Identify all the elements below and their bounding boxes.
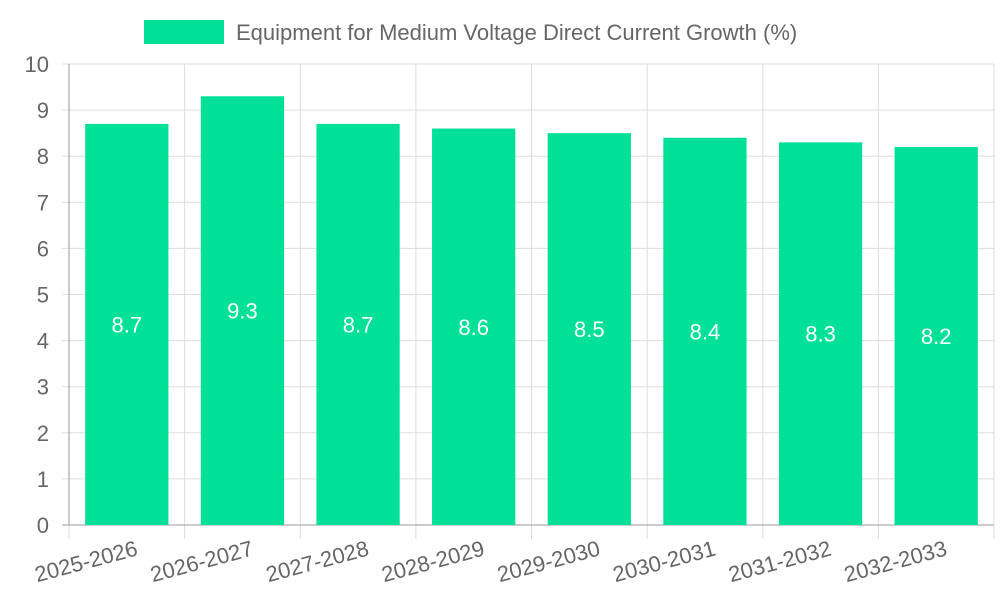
y-tick-label: 6	[37, 236, 49, 261]
y-tick-label: 7	[37, 190, 49, 215]
x-tick-label: 2025-2026	[32, 536, 140, 587]
bar[interactable]	[778, 142, 863, 525]
x-tick-label: 2028-2029	[379, 536, 487, 587]
legend[interactable]: Equipment for Medium Voltage Direct Curr…	[144, 20, 797, 45]
data-label: 8.2	[921, 324, 952, 349]
y-tick-label: 2	[37, 421, 49, 446]
data-label: 8.7	[343, 312, 374, 337]
data-label: 8.3	[805, 322, 836, 347]
bar[interactable]	[894, 146, 978, 526]
y-tick-label: 4	[37, 329, 49, 354]
legend-label[interactable]: Equipment for Medium Voltage Direct Curr…	[236, 20, 797, 45]
x-tick-label: 2032-2033	[841, 536, 949, 587]
x-tick-label: 2031-2032	[726, 536, 834, 587]
bar[interactable]	[200, 96, 285, 526]
x-tick-label: 2027-2028	[263, 536, 371, 587]
y-tick-label: 5	[37, 283, 49, 308]
legend-swatch[interactable]	[144, 20, 224, 44]
data-label: 8.5	[574, 317, 605, 342]
x-tick-label: 2030-2031	[610, 536, 718, 587]
bar[interactable]	[663, 137, 747, 525]
bars: 8.7 9.3 8.7 8.6 8.5 8.4 8.3 8.2	[85, 96, 978, 526]
x-tick-label: 2026-2027	[148, 536, 256, 587]
bar[interactable]	[547, 133, 631, 525]
y-tick-label: 8	[37, 144, 49, 169]
bar[interactable]	[316, 123, 400, 526]
data-label: 8.7	[112, 312, 143, 337]
bar[interactable]	[432, 128, 516, 526]
y-tick-label: 1	[37, 467, 49, 492]
y-tick-label: 9	[37, 98, 49, 123]
x-tick-label: 2029-2030	[495, 536, 603, 587]
y-tick-label: 0	[37, 513, 49, 538]
data-label: 8.6	[458, 315, 489, 340]
bar[interactable]	[85, 123, 169, 526]
y-tick-label: 10	[25, 52, 49, 77]
y-tick-label: 3	[37, 375, 49, 400]
data-label: 9.3	[227, 299, 258, 324]
data-label: 8.4	[690, 319, 721, 344]
